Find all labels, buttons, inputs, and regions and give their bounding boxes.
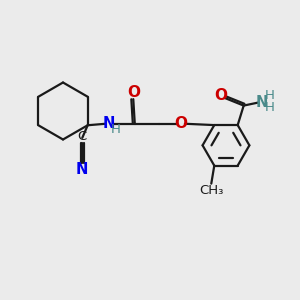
Text: N: N — [76, 162, 88, 177]
Text: H: H — [111, 123, 121, 136]
Text: H: H — [265, 100, 275, 114]
Text: H: H — [265, 89, 275, 103]
Text: N: N — [256, 95, 268, 110]
Text: O: O — [127, 85, 140, 100]
Text: CH₃: CH₃ — [199, 184, 224, 197]
Text: C: C — [77, 130, 86, 143]
Text: O: O — [214, 88, 227, 103]
Text: O: O — [175, 116, 188, 131]
Text: N: N — [103, 116, 116, 131]
